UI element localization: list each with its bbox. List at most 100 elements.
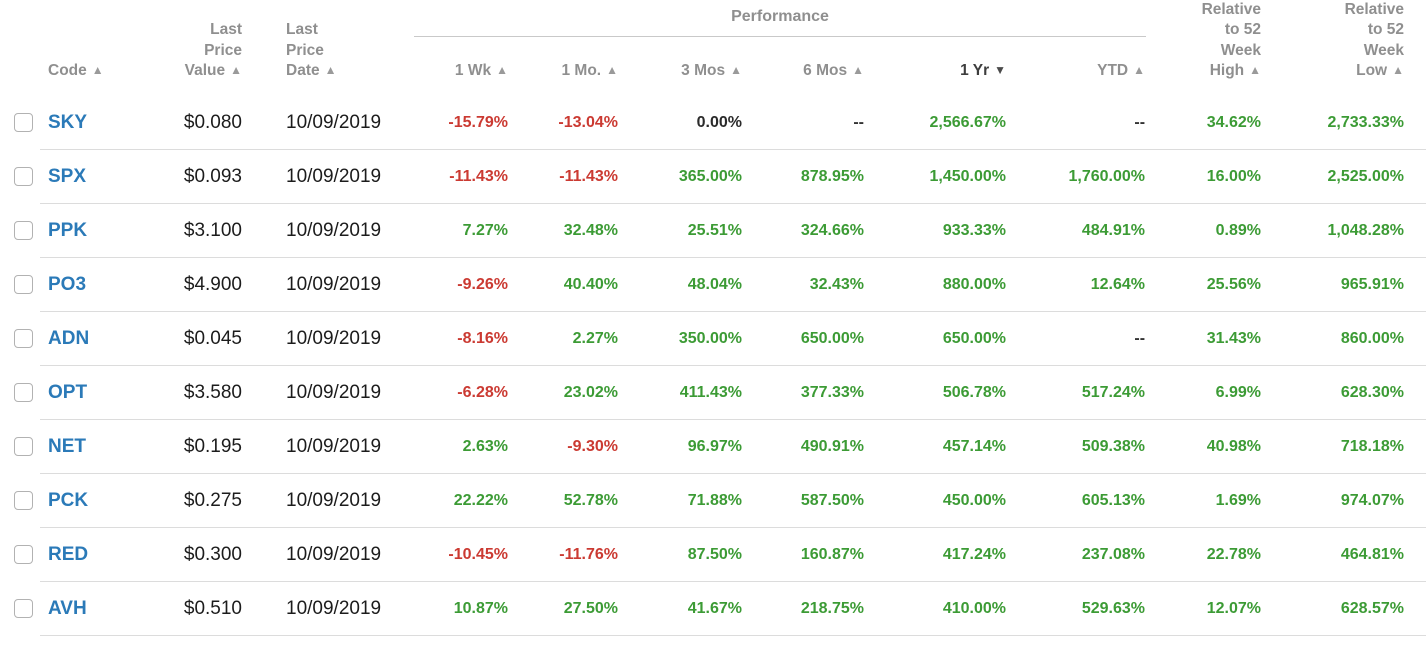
ticker-code-link[interactable]: OPT bbox=[48, 381, 88, 403]
row-checkbox[interactable] bbox=[14, 599, 33, 619]
column-header-ytd[interactable]: YTD ▲ bbox=[1008, 50, 1147, 96]
rel-52w-low-value: 464.81% bbox=[1263, 527, 1426, 583]
last-price-value: $3.100 bbox=[110, 203, 244, 259]
rel-52w-high-value: 6.99% bbox=[1147, 365, 1264, 421]
table-row: SPX $0.093 10/09/2019 -11.43% -11.43% 365.00%… bbox=[0, 149, 1426, 205]
ticker-code-link[interactable]: AVH bbox=[48, 597, 87, 619]
ticker-code-link-cell: AVH bbox=[40, 581, 110, 637]
sort-asc-icon: ▲ bbox=[1392, 63, 1405, 78]
perf-value: -11.76% bbox=[510, 527, 620, 583]
perf-value: -13.04% bbox=[510, 95, 620, 151]
column-header-code[interactable]: Code ▲ bbox=[40, 0, 110, 96]
ticker-code-link[interactable]: SKY bbox=[48, 111, 88, 133]
last-price-date: 10/09/2019 bbox=[244, 311, 402, 367]
row-checkbox[interactable] bbox=[14, 329, 33, 349]
perf-value: 71.88% bbox=[620, 473, 744, 529]
row-checkbox[interactable] bbox=[14, 545, 33, 565]
perf-value: 27.50% bbox=[510, 581, 620, 637]
sort-asc-icon: ▲ bbox=[730, 63, 742, 78]
column-label: 3 Mos bbox=[681, 62, 726, 80]
table-body: SKY $0.080 10/09/2019 -15.79% -13.04% 0.00% --… bbox=[0, 95, 1426, 637]
checkbox-cell bbox=[0, 204, 40, 258]
perf-value: 650.00% bbox=[744, 311, 866, 367]
rel-52w-high-value: 22.78% bbox=[1147, 527, 1264, 583]
ticker-code-link[interactable]: SPX bbox=[48, 165, 87, 187]
ticker-code-link[interactable]: PPK bbox=[48, 219, 88, 241]
column-header-relative-52-week-high[interactable]: Relative to 52 Week High ▲ bbox=[1147, 0, 1263, 96]
last-price-date: 10/09/2019 bbox=[244, 365, 402, 421]
sort-asc-icon: ▲ bbox=[1133, 63, 1146, 78]
row-checkbox[interactable] bbox=[14, 275, 33, 295]
sort-asc-icon: ▲ bbox=[606, 63, 618, 78]
last-price-value: $0.093 bbox=[110, 149, 244, 205]
column-header-relative-52-week-low[interactable]: Relative to 52 Week Low ▲ bbox=[1263, 0, 1426, 96]
perf-value: -- bbox=[744, 95, 866, 151]
last-price-value: $4.900 bbox=[110, 257, 244, 313]
column-header-last-price-date[interactable]: Last Price Date ▲ bbox=[244, 0, 402, 96]
row-checkbox[interactable] bbox=[14, 221, 33, 241]
ticker-code-link-cell: PPK bbox=[40, 203, 110, 259]
last-price-value: $0.275 bbox=[110, 473, 244, 529]
rel-52w-high-value: 25.56% bbox=[1147, 257, 1264, 313]
last-price-date: 10/09/2019 bbox=[244, 203, 402, 259]
perf-value: 237.08% bbox=[1008, 527, 1148, 583]
perf-value: 411.43% bbox=[620, 365, 744, 421]
rel-52w-high-value: 12.07% bbox=[1147, 581, 1264, 637]
ticker-code-link-cell: OPT bbox=[40, 365, 110, 421]
rel-52w-high-value: 1.69% bbox=[1147, 473, 1264, 529]
column-label: 1 Yr bbox=[960, 62, 990, 80]
perf-value: 933.33% bbox=[866, 203, 1008, 259]
rel-52w-low-value: 718.18% bbox=[1263, 419, 1426, 475]
last-price-value: $0.045 bbox=[110, 311, 244, 367]
ticker-code-link[interactable]: NET bbox=[48, 435, 86, 457]
column-header-last-price-value[interactable]: Last Price Value ▲ bbox=[110, 0, 244, 96]
checkbox-cell bbox=[0, 528, 40, 582]
sort-asc-icon: ▲ bbox=[496, 63, 508, 78]
perf-value: 87.50% bbox=[620, 527, 744, 583]
row-checkbox[interactable] bbox=[14, 167, 33, 187]
checkbox-cell bbox=[0, 150, 40, 204]
perf-value: 10.87% bbox=[402, 581, 510, 637]
perf-value: 12.64% bbox=[1008, 257, 1148, 313]
ticker-code-link[interactable]: PO3 bbox=[48, 273, 87, 295]
ticker-code-link[interactable]: RED bbox=[48, 543, 89, 565]
ticker-code-link-cell: ADN bbox=[40, 311, 110, 367]
table-row: ADN $0.045 10/09/2019 -8.16% 2.27% 350.00% 650… bbox=[0, 311, 1426, 367]
ticker-code-link[interactable]: PCK bbox=[48, 489, 89, 511]
last-price-date: 10/09/2019 bbox=[244, 95, 402, 151]
perf-value: 529.63% bbox=[1008, 581, 1148, 637]
perf-value: 96.97% bbox=[620, 419, 744, 475]
table-row: NET $0.195 10/09/2019 2.63% -9.30% 96.97% 490.… bbox=[0, 419, 1426, 475]
row-checkbox[interactable] bbox=[14, 437, 33, 457]
perf-value: -11.43% bbox=[510, 149, 620, 205]
row-checkbox[interactable] bbox=[14, 113, 33, 133]
ticker-code-link[interactable]: ADN bbox=[48, 327, 90, 349]
column-label: YTD bbox=[1097, 62, 1129, 80]
column-header-3-mos[interactable]: 3 Mos ▲ bbox=[620, 50, 744, 96]
checkbox-cell bbox=[0, 366, 40, 420]
perf-value: -10.45% bbox=[402, 527, 510, 583]
rel-52w-high-value: 31.43% bbox=[1147, 311, 1264, 367]
column-header-1-mo[interactable]: 1 Mo. ▲ bbox=[510, 50, 620, 96]
table-row: PPK $3.100 10/09/2019 7.27% 32.48% 25.51% 324.… bbox=[0, 203, 1426, 259]
perf-value: 2,566.67% bbox=[866, 95, 1008, 151]
last-price-value: $3.580 bbox=[110, 365, 244, 421]
perf-value: 509.38% bbox=[1008, 419, 1148, 475]
column-header-1-wk[interactable]: 1 Wk ▲ bbox=[402, 50, 510, 96]
column-header-1-yr[interactable]: 1 Yr ▼ bbox=[866, 50, 1008, 96]
perf-value: 2.63% bbox=[402, 419, 510, 475]
row-checkbox[interactable] bbox=[14, 383, 33, 403]
sort-asc-icon: ▲ bbox=[324, 63, 337, 78]
select-all-header-cell bbox=[0, 0, 40, 96]
watchlist-table: Code ▲ Last Price Value ▲ Last Price Date ▲… bbox=[0, 0, 1426, 637]
rel-52w-low-value: 974.07% bbox=[1263, 473, 1426, 529]
column-label: Relative to 52 Week Low bbox=[1344, 1, 1405, 80]
last-price-value: $0.080 bbox=[110, 95, 244, 151]
row-checkbox[interactable] bbox=[14, 491, 33, 511]
table-row: AVH $0.510 10/09/2019 10.87% 27.50% 41.67% 218… bbox=[0, 581, 1426, 637]
rel-52w-low-value: 628.57% bbox=[1263, 581, 1426, 637]
perf-value: 587.50% bbox=[744, 473, 866, 529]
perf-value: 32.43% bbox=[744, 257, 866, 313]
rel-52w-low-value: 2,733.33% bbox=[1263, 95, 1426, 151]
column-header-6-mos[interactable]: 6 Mos ▲ bbox=[744, 50, 866, 96]
